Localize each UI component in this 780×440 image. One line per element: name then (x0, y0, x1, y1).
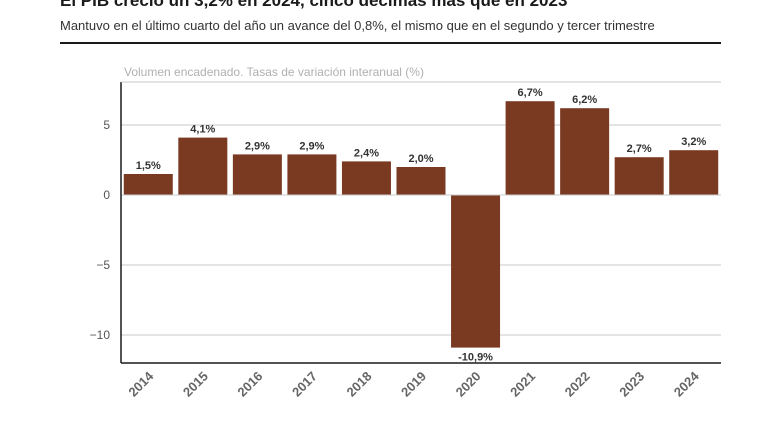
chart-title: El PIB creció un 3,2% en 2024, cinco déc… (60, 0, 568, 10)
value-label-2024: 3,2% (681, 136, 706, 148)
chart-note: Volumen encadenado. Tasas de variación i… (124, 65, 424, 79)
value-label-2018: 2,4% (354, 147, 379, 159)
chart-subtitle: Mantuvo en el último cuarto del año un a… (60, 18, 655, 33)
bar-2023 (614, 157, 664, 195)
x-tick-label: 2024 (671, 368, 703, 400)
x-tick-label: 2019 (398, 369, 429, 400)
y-tick-label: −5 (96, 258, 110, 272)
bar-2014 (123, 174, 173, 195)
value-label-2021: 6,7% (518, 87, 543, 99)
x-tick-label: 2017 (289, 369, 320, 400)
bar-2022 (560, 108, 610, 195)
bar-2020 (451, 195, 501, 348)
y-tick-label: −10 (90, 328, 111, 342)
bar-2024 (669, 150, 719, 195)
value-label-2023: 2,7% (627, 143, 652, 155)
value-label-2019: 2,0% (408, 153, 433, 165)
bar-2018 (341, 161, 391, 195)
value-label-2015: 4,1% (190, 124, 215, 136)
title-divider (60, 42, 721, 44)
bar-2015 (178, 137, 228, 195)
x-tick-label: 2018 (344, 369, 375, 400)
bar-2016 (232, 154, 282, 195)
x-tick-label: 2015 (180, 369, 211, 400)
bar-2019 (396, 167, 446, 195)
value-label-2020: -10,9% (458, 352, 493, 364)
bar-2021 (505, 101, 555, 195)
value-label-2016: 2,9% (245, 140, 270, 152)
value-label-2022: 6,2% (572, 94, 597, 106)
x-tick-label: 2022 (562, 369, 593, 400)
x-tick-label: 2014 (125, 368, 157, 400)
x-tick-label: 2016 (234, 369, 265, 400)
value-label-2014: 1,5% (136, 160, 161, 172)
x-tick-label: 2023 (616, 369, 647, 400)
y-tick-label: 5 (103, 118, 110, 132)
value-label-2017: 2,9% (299, 140, 324, 152)
y-tick-label: 0 (103, 188, 110, 202)
x-tick-label: 2021 (507, 369, 538, 400)
bar-2017 (287, 154, 337, 195)
x-tick-label: 2020 (453, 369, 484, 400)
